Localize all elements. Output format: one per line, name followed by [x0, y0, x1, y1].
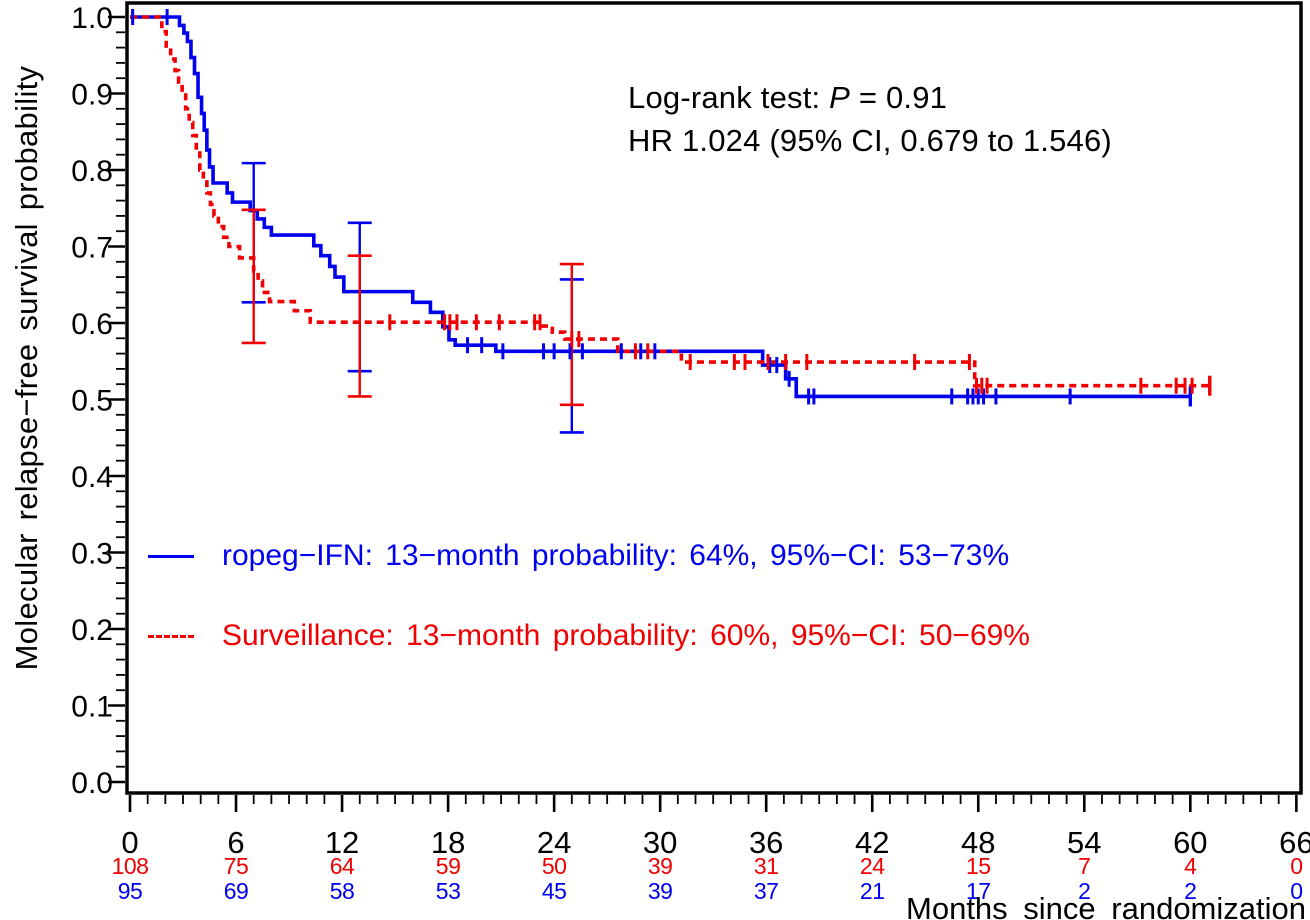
- svg-text:54: 54: [1067, 825, 1101, 860]
- svg-text:0: 0: [1290, 878, 1302, 904]
- svg-text:24: 24: [537, 825, 571, 860]
- svg-text:50: 50: [542, 853, 567, 879]
- y-axis-title: Molecular relapse−free survival probabil…: [9, 65, 44, 671]
- svg-text:64: 64: [330, 853, 355, 879]
- svg-text:2: 2: [1184, 878, 1196, 904]
- svg-text:15: 15: [966, 853, 991, 879]
- x-axis-ticks: [128, 795, 1298, 812]
- svg-text:6: 6: [227, 825, 244, 860]
- svg-text:17: 17: [966, 878, 991, 904]
- svg-text:69: 69: [224, 878, 249, 904]
- svg-text:108: 108: [112, 853, 149, 879]
- svg-text:2: 2: [1078, 878, 1090, 904]
- legend-item-surveillance: Surveillance: 13−month probability: 60%,…: [148, 617, 1030, 655]
- svg-text:1.0: 1.0: [71, 2, 113, 35]
- svg-text:18: 18: [431, 825, 465, 860]
- legend-item-ropeg: ropeg−IFN: 13−month probability: 64%, 95…: [148, 537, 1030, 575]
- svg-text:0.9: 0.9: [71, 79, 113, 112]
- svg-text:0.2: 0.2: [71, 614, 113, 647]
- logrank-text: Log-rank test: P = 0.91: [628, 76, 1112, 119]
- svg-text:0.3: 0.3: [71, 538, 113, 571]
- svg-text:31: 31: [754, 853, 779, 879]
- censor-marks-surveillance: [388, 314, 1212, 396]
- svg-text:58: 58: [330, 878, 355, 904]
- svg-text:48: 48: [961, 825, 995, 860]
- error-bars-surveillance: [241, 208, 584, 407]
- svg-text:30: 30: [643, 825, 677, 860]
- svg-text:75: 75: [224, 853, 249, 879]
- survival-curve-surveillance: [130, 15, 1210, 388]
- at-risk-row-surveillance: 108 75 64 59 50 39 31 24 15 7 4 0: [112, 853, 1303, 879]
- p-symbol: P: [829, 80, 851, 115]
- svg-text:95: 95: [118, 878, 143, 904]
- svg-text:0.0: 0.0: [71, 767, 113, 800]
- svg-text:4: 4: [1184, 853, 1197, 879]
- legend-line-sample-surveillance: [148, 634, 194, 638]
- legend-label-ropeg: ropeg−IFN: 13−month probability: 64%, 95…: [222, 539, 1010, 572]
- legend-line-sample-ropeg: [148, 554, 194, 558]
- svg-text:0.7: 0.7: [71, 232, 113, 265]
- y-axis-tick-labels: 0.0 0.1 0.2 0.3 0.4 0.5 0.6 0.7 0.8 0.9 1.0: [71, 2, 113, 800]
- svg-text:0.5: 0.5: [71, 385, 113, 418]
- censor-marks-ropegifn: [131, 9, 1193, 407]
- logrank-prefix: Log-rank test:: [628, 80, 830, 115]
- svg-text:66: 66: [1279, 825, 1310, 860]
- x-axis-tick-labels: 0 6 12 18 24 30 36 42 48 54 60 66: [121, 825, 1310, 860]
- svg-text:36: 36: [749, 825, 783, 860]
- svg-text:12: 12: [325, 825, 359, 860]
- logrank-suffix: = 0.91: [850, 80, 948, 115]
- svg-text:39: 39: [648, 878, 673, 904]
- svg-text:0.4: 0.4: [71, 461, 113, 494]
- svg-text:0.8: 0.8: [71, 155, 113, 188]
- svg-text:59: 59: [436, 853, 461, 879]
- plot-box: [125, 1, 1303, 795]
- survival-curve-ropegifn: [130, 15, 1191, 399]
- svg-text:45: 45: [542, 878, 567, 904]
- svg-text:0.1: 0.1: [71, 691, 113, 724]
- svg-text:24: 24: [860, 853, 885, 879]
- svg-text:0.6: 0.6: [71, 308, 113, 341]
- svg-text:42: 42: [855, 825, 889, 860]
- legend-label-surveillance: Surveillance: 13−month probability: 60%,…: [222, 619, 1030, 652]
- svg-text:53: 53: [436, 878, 461, 904]
- y-axis-ticks: [108, 15, 125, 784]
- svg-text:37: 37: [754, 878, 779, 904]
- svg-text:0: 0: [1290, 853, 1302, 879]
- stats-annotation: Log-rank test: P = 0.91 HR 1.024 (95% CI…: [628, 76, 1112, 162]
- svg-text:21: 21: [860, 878, 885, 904]
- svg-text:60: 60: [1173, 825, 1207, 860]
- svg-text:7: 7: [1078, 853, 1090, 879]
- at-risk-row-ropegifn: 95 69 58 53 45 39 37 21 17 2 2 0: [118, 878, 1303, 904]
- svg-text:0: 0: [121, 825, 138, 860]
- hazard-ratio-text: HR 1.024 (95% CI, 0.679 to 1.546): [628, 123, 1112, 158]
- legend: ropeg−IFN: 13−month probability: 64%, 95…: [148, 537, 1030, 655]
- x-axis-title: Months since randomization: [906, 891, 1306, 920]
- svg-text:39: 39: [648, 853, 673, 879]
